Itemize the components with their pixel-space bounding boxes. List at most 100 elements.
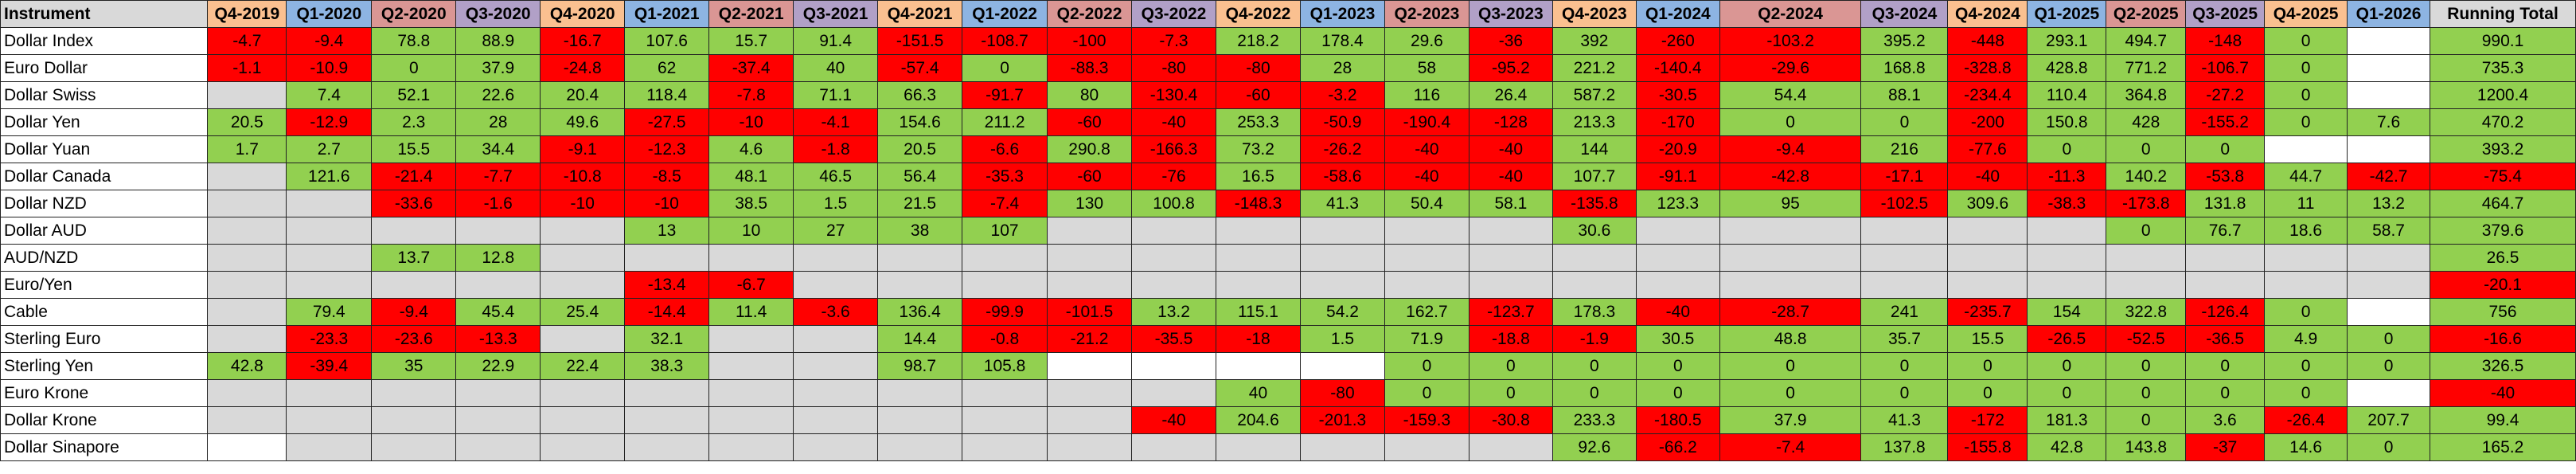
quarter-header: Q1-2021	[624, 0, 710, 28]
value-cell	[2106, 271, 2187, 299]
value-cell: 2.7	[286, 135, 373, 163]
value-cell	[793, 325, 879, 353]
value-cell: 0	[371, 54, 457, 82]
quarter-header: Q2-2023	[1384, 0, 1469, 28]
results-table: Instrument Q4-2019 Q1-2020 Q2-2020 Q3-2020 Q…	[0, 0, 2576, 461]
value-cell	[962, 244, 1048, 272]
value-cell	[1131, 271, 1216, 299]
value-cell	[540, 244, 626, 272]
table-row: Euro Krone 40 -80 0 0 0 0 0 0 0 0 0 0 0 -40	[0, 379, 2576, 407]
value-cell: -42.8	[1719, 163, 1862, 190]
value-cell	[207, 325, 287, 353]
instrument-name: Sterling Yen	[0, 352, 209, 380]
value-cell: -10	[624, 190, 710, 217]
instrument-name: Dollar Swiss	[0, 81, 209, 109]
value-cell: -200	[1947, 108, 2028, 136]
value-cell	[1719, 271, 1862, 299]
value-cell: 0	[2347, 352, 2431, 380]
value-cell: 428.8	[2027, 54, 2107, 82]
value-cell: 35	[371, 352, 457, 380]
value-cell: -37.4	[708, 54, 794, 82]
value-cell	[540, 325, 626, 353]
value-cell: 58.1	[1468, 190, 1553, 217]
value-cell	[2027, 217, 2107, 245]
value-cell: -18	[1216, 325, 1301, 353]
value-cell: 211.2	[962, 108, 1048, 136]
running-total-cell: 379.6	[2430, 217, 2576, 245]
table-row: Dollar Krone -40 204.6 -201.3 -159.3 -30.8 233…	[0, 406, 2576, 434]
value-cell: -40	[1635, 298, 1720, 326]
value-cell	[1131, 433, 1216, 461]
value-cell: 11	[2264, 190, 2348, 217]
value-cell: 41.3	[1860, 406, 1949, 434]
value-cell	[286, 244, 373, 272]
value-cell	[1551, 271, 1637, 299]
value-cell: 118.4	[624, 81, 710, 109]
value-cell: 241	[1860, 298, 1949, 326]
value-cell	[962, 433, 1048, 461]
value-cell: 35.7	[1860, 325, 1949, 353]
value-cell: -80	[1216, 54, 1301, 82]
value-cell: 22.4	[540, 352, 626, 380]
value-cell: -33.6	[371, 190, 457, 217]
value-cell	[1047, 244, 1133, 272]
value-cell: -9.4	[371, 298, 457, 326]
value-cell	[877, 271, 963, 299]
value-cell: 3.6	[2185, 406, 2266, 434]
value-cell: -159.3	[1384, 406, 1469, 434]
quarter-header: Q1-2023	[1299, 0, 1385, 28]
value-cell: 0	[1947, 379, 2028, 407]
value-cell	[2264, 135, 2348, 163]
table-row: Dollar NZD -33.6 -1.6 -10 -10 38.5 1.5 21.5 -7.4…	[0, 190, 2576, 217]
value-cell: -88.3	[1047, 54, 1133, 82]
table-row: Dollar Index -4.7 -9.4 78.8 88.9 -16.7 107.6 15…	[0, 27, 2576, 55]
value-cell: 20.5	[207, 108, 287, 136]
value-cell	[1299, 433, 1385, 461]
value-cell	[207, 271, 287, 299]
value-cell: 0	[1719, 379, 1862, 407]
value-cell: -10.8	[540, 163, 626, 190]
value-cell: -26.5	[2027, 325, 2107, 353]
quarter-header: Q3-2022	[1131, 0, 1216, 28]
value-cell	[1047, 379, 1133, 407]
value-cell: 0	[2106, 217, 2187, 245]
instrument-name: Cable	[0, 298, 209, 326]
value-cell: -26.2	[1299, 135, 1385, 163]
value-cell	[1131, 352, 1216, 380]
instrument-name: Euro/Yen	[0, 271, 209, 299]
value-cell: -155.2	[2185, 108, 2266, 136]
value-cell	[2027, 244, 2107, 272]
value-cell: 78.8	[371, 27, 457, 55]
running-total-cell: 165.2	[2430, 433, 2576, 461]
value-cell: -50.9	[1299, 108, 1385, 136]
value-cell	[371, 379, 457, 407]
value-cell: 0	[962, 54, 1048, 82]
value-cell	[540, 406, 626, 434]
value-cell: 20.4	[540, 81, 626, 109]
value-cell: 54.2	[1299, 298, 1385, 326]
value-cell: 587.2	[1551, 81, 1637, 109]
value-cell: -58.6	[1299, 163, 1385, 190]
value-cell: 322.8	[2106, 298, 2187, 326]
value-cell: 92.6	[1551, 433, 1637, 461]
value-cell: 0	[2106, 379, 2187, 407]
value-cell: -66.2	[1635, 433, 1720, 461]
running-total-cell: 393.2	[2430, 135, 2576, 163]
value-cell: 0	[2264, 81, 2348, 109]
value-cell: 0	[2347, 325, 2431, 353]
value-cell: 28	[1299, 54, 1385, 82]
value-cell: -130.4	[1131, 81, 1216, 109]
value-cell: 58.7	[2347, 217, 2431, 245]
value-cell: -172	[1947, 406, 2028, 434]
value-cell	[286, 406, 373, 434]
value-cell	[1131, 217, 1216, 245]
value-cell: 207.7	[2347, 406, 2431, 434]
value-cell: -23.3	[286, 325, 373, 353]
value-cell: -190.4	[1384, 108, 1469, 136]
table-row: Euro Dollar -1.1 -10.9 0 37.9 -24.8 62 -37.4 40-…	[0, 54, 2576, 82]
value-cell	[2347, 81, 2431, 109]
running-total-cell: 756	[2430, 298, 2576, 326]
value-cell: -234.4	[1947, 81, 2028, 109]
value-cell	[2347, 27, 2431, 55]
value-cell: 10	[708, 217, 794, 245]
